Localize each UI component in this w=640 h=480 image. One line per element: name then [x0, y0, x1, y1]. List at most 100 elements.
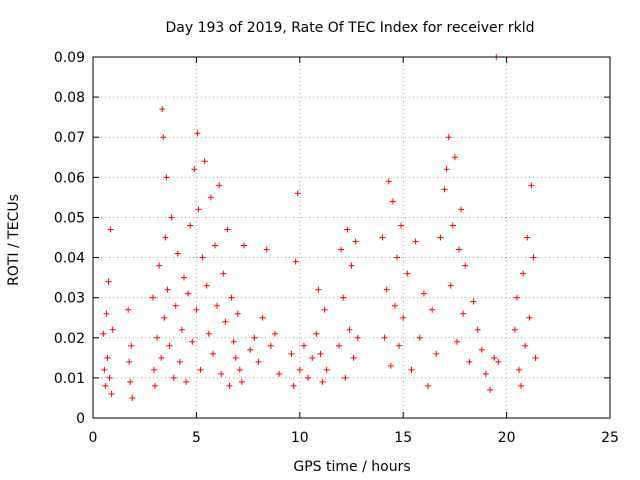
- data-point: [193, 306, 200, 313]
- data-point: [107, 226, 114, 233]
- data-point: [288, 350, 295, 357]
- data-point: [342, 374, 349, 381]
- y-tick-label: 0.08: [54, 90, 85, 106]
- data-point: [491, 354, 498, 361]
- data-point: [160, 134, 167, 141]
- data-point: [516, 366, 523, 373]
- data-point: [449, 222, 456, 229]
- data-point: [526, 314, 533, 321]
- data-point: [511, 326, 518, 333]
- data-point: [209, 350, 216, 357]
- y-tick-label: 0.02: [54, 331, 85, 347]
- data-point: [317, 350, 324, 357]
- data-point: [398, 222, 405, 229]
- data-point: [445, 134, 452, 141]
- data-point: [255, 358, 262, 365]
- data-point: [234, 310, 241, 317]
- y-tick-label: 0.07: [54, 130, 85, 146]
- data-point: [149, 294, 156, 301]
- data-point: [305, 374, 312, 381]
- data-point: [379, 234, 386, 241]
- data-point: [100, 330, 107, 337]
- y-axis-label: ROTI / TECUs: [6, 194, 22, 286]
- data-point: [176, 358, 183, 365]
- data-point: [462, 262, 469, 269]
- data-point: [300, 342, 307, 349]
- data-point: [513, 294, 520, 301]
- data-point: [125, 306, 132, 313]
- data-point: [109, 326, 116, 333]
- data-point: [108, 390, 115, 397]
- data-point: [230, 338, 237, 345]
- data-point: [197, 366, 204, 373]
- data-point: [443, 166, 450, 173]
- data-point: [195, 206, 202, 213]
- data-point: [408, 366, 415, 373]
- data-point: [522, 342, 529, 349]
- data-point: [178, 326, 185, 333]
- data-point: [350, 354, 357, 361]
- data-point: [172, 302, 179, 309]
- grid-lines: [93, 57, 610, 418]
- data-point: [161, 314, 168, 321]
- data-point: [396, 342, 403, 349]
- data-point: [126, 358, 133, 365]
- data-point: [478, 346, 485, 353]
- data-point: [391, 302, 398, 309]
- x-tick-label: 20: [498, 430, 516, 446]
- data-point: [518, 382, 525, 389]
- x-tick-label: 0: [89, 430, 98, 446]
- data-point: [437, 234, 444, 241]
- data-point: [106, 374, 113, 381]
- data-point: [520, 270, 527, 277]
- x-tick-label: 15: [394, 430, 412, 446]
- data-point: [290, 382, 297, 389]
- data-point: [470, 298, 477, 305]
- data-point: [240, 242, 247, 249]
- data-point: [159, 106, 166, 113]
- data-point: [487, 386, 494, 393]
- data-point: [191, 166, 198, 173]
- data-point: [187, 222, 194, 229]
- data-point: [168, 214, 175, 221]
- data-point: [105, 278, 112, 285]
- data-point: [387, 362, 394, 369]
- data-point: [294, 190, 301, 197]
- data-point: [532, 354, 539, 361]
- data-point: [458, 206, 465, 213]
- y-tick-label: 0.04: [54, 251, 85, 267]
- data-point: [292, 258, 299, 265]
- y-tick-label: 0.06: [54, 170, 85, 186]
- data-point: [319, 378, 326, 385]
- data-point: [194, 130, 201, 137]
- data-point: [162, 234, 169, 241]
- data-point: [429, 306, 436, 313]
- data-point: [103, 310, 110, 317]
- data-point: [474, 326, 481, 333]
- data-point: [400, 314, 407, 321]
- data-point: [412, 238, 419, 245]
- y-tick-label: 0.05: [54, 210, 85, 226]
- data-point: [128, 342, 135, 349]
- data-point: [224, 226, 231, 233]
- data-point: [170, 374, 177, 381]
- data-point: [456, 246, 463, 253]
- data-point: [453, 338, 460, 345]
- data-point: [189, 338, 196, 345]
- data-point: [466, 358, 473, 365]
- data-point: [321, 306, 328, 313]
- data-point: [238, 378, 245, 385]
- axis-ticks: 0 0.01 0.02 0.03 0.04 0.05 0.06 0.07 0.08 0.09 0 5 1…: [54, 50, 619, 446]
- data-point: [276, 370, 283, 377]
- data-point: [420, 290, 427, 297]
- data-point: [228, 294, 235, 301]
- data-point: [251, 334, 258, 341]
- data-point: [156, 262, 163, 269]
- data-point: [528, 182, 535, 189]
- data-point: [166, 342, 173, 349]
- data-point: [207, 194, 214, 201]
- data-point: [451, 154, 458, 161]
- x-tick-label: 25: [601, 430, 619, 446]
- data-point: [101, 366, 108, 373]
